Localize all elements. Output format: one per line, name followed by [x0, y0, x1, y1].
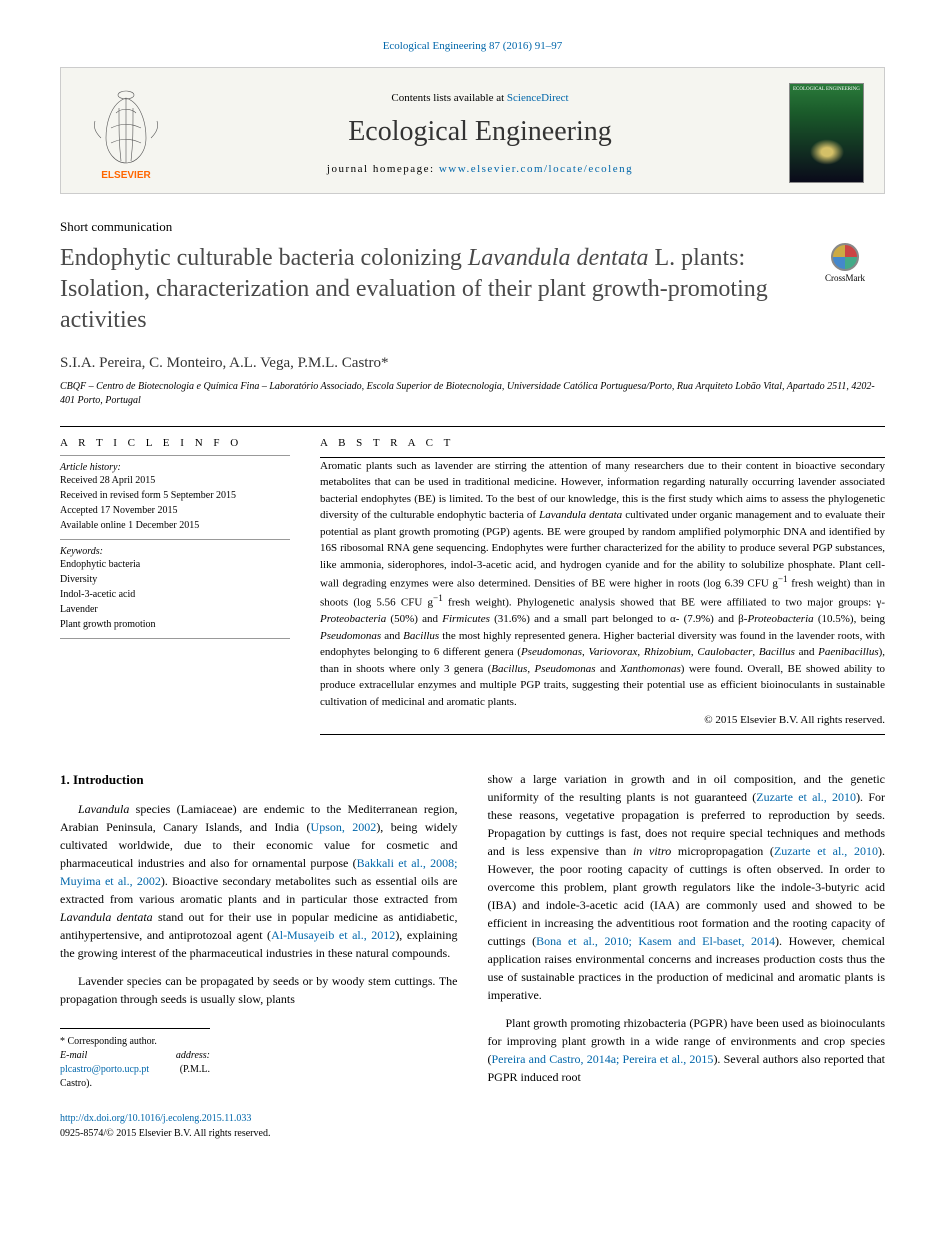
journal-header-box: ELSEVIER Contents lists available at Sci… [60, 67, 885, 194]
history-item: Received 28 April 2015 [60, 473, 290, 488]
keyword: Indol-3-acetic acid [60, 587, 290, 602]
article-info-heading: A R T I C L E I N F O [60, 431, 290, 449]
sciencedirect-link[interactable]: ScienceDirect [507, 92, 569, 104]
doi-link[interactable]: http://dx.doi.org/10.1016/j.ecoleng.2015… [60, 1113, 251, 1124]
crossmark-icon [831, 243, 859, 271]
history-item: Accepted 17 November 2015 [60, 503, 290, 518]
bottom-info: http://dx.doi.org/10.1016/j.ecoleng.2015… [60, 1111, 458, 1141]
abstract-column: A B S T R A C T Aromatic plants such as … [320, 431, 885, 736]
article-info-column: A R T I C L E I N F O Article history: R… [60, 431, 290, 736]
paragraph: Plant growth promoting rhizobacteria (PG… [488, 1014, 886, 1086]
abstract-copyright: © 2015 Elsevier B.V. All rights reserved… [320, 714, 885, 726]
keyword: Lavender [60, 602, 290, 617]
keyword: Plant growth promotion [60, 617, 290, 632]
contents-available-line: Contents lists available at ScienceDirec… [171, 92, 789, 104]
elsevier-logo: ELSEVIER [81, 83, 171, 183]
divider [60, 426, 885, 427]
history-item: Received in revised form 5 September 201… [60, 488, 290, 503]
abstract-heading: A B S T R A C T [320, 431, 885, 449]
abstract-text: Aromatic plants such as lavender are sti… [320, 458, 885, 711]
paragraph: Lavender species can be propagated by se… [60, 972, 458, 1008]
journal-name: Ecological Engineering [171, 116, 789, 148]
affiliation: CBQF – Centro de Biotecnologia e Química… [60, 380, 885, 408]
crossmark-badge[interactable]: CrossMark [805, 243, 885, 283]
journal-homepage-line: journal homepage: www.elsevier.com/locat… [171, 163, 789, 175]
top-citation: Ecological Engineering 87 (2016) 91–97 [60, 40, 885, 52]
email-footnote: E-mail address: plcastro@porto.ucp.pt (P… [60, 1049, 210, 1091]
body-column-left: 1. Introduction Lavandula species (Lamia… [60, 770, 458, 1141]
issn-line: 0925-8574/© 2015 Elsevier B.V. All right… [60, 1128, 270, 1139]
article-title: Endophytic culturable bacteria colonizin… [60, 243, 785, 337]
paragraph: show a large variation in growth and in … [488, 770, 886, 1004]
paragraph: Lavandula species (Lamiaceae) are endemi… [60, 800, 458, 962]
footnotes-block: * Corresponding author. E-mail address: … [60, 1028, 210, 1091]
keyword: Endophytic bacteria [60, 557, 290, 572]
article-type: Short communication [60, 219, 885, 235]
journal-cover-thumbnail: ECOLOGICAL ENGINEERING [789, 83, 864, 183]
authors-line: S.I.A. Pereira, C. Monteiro, A.L. Vega, … [60, 355, 885, 372]
corresponding-author: * Corresponding author. [60, 1035, 210, 1049]
keywords-label: Keywords: [60, 546, 290, 557]
section-heading: 1. Introduction [60, 770, 458, 790]
body-column-right: show a large variation in growth and in … [488, 770, 886, 1141]
homepage-link[interactable]: www.elsevier.com/locate/ecoleng [439, 163, 633, 175]
author-email-link[interactable]: plcastro@porto.ucp.pt [60, 1064, 149, 1075]
history-label: Article history: [60, 462, 290, 473]
keyword: Diversity [60, 572, 290, 587]
history-item: Available online 1 December 2015 [60, 518, 290, 533]
svg-text:ELSEVIER: ELSEVIER [101, 170, 151, 181]
